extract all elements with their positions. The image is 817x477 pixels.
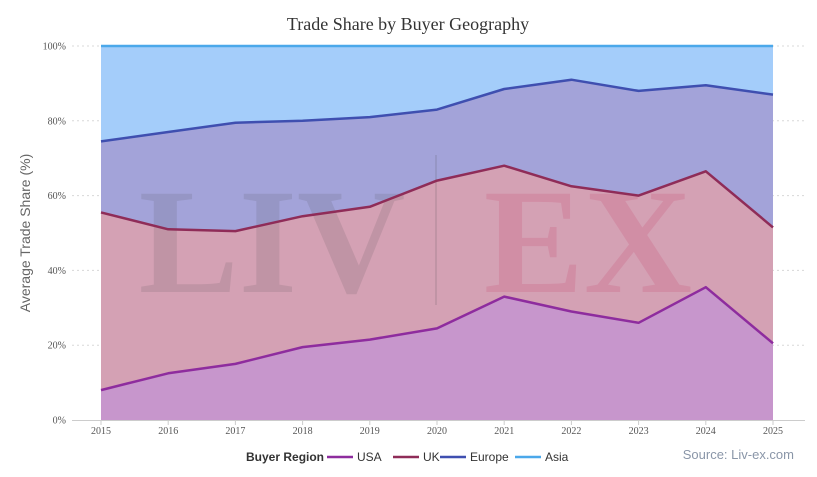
series-lines [100,44,774,392]
y-tick-label: 0% [53,416,66,427]
area-usa [101,287,773,420]
y-axis-title: Average Trade Share (%) [17,154,33,313]
chart-title: Trade Share by Buyer Geography [287,14,529,34]
series-line-uk[interactable] [100,164,774,233]
series-line-europe[interactable] [100,78,774,143]
legend-item-asia[interactable]: Asia [515,450,569,464]
source-note: Source: Liv-ex.com [683,447,794,462]
area-europe [101,79,773,232]
legend-item-europe[interactable]: Europe [440,450,509,464]
watermark-text-left: LIV [139,159,406,325]
legend: Buyer Region USA UK Europe Asia [246,450,569,464]
watermark: LIV EX [139,155,692,325]
watermark-text-right: EX [484,159,692,325]
legend-label: Asia [545,450,569,464]
x-tick-label: 2019 [360,426,380,437]
area-asia [101,46,773,142]
area-fills [101,46,773,420]
area-uk [101,165,773,391]
x-tick-label: 2023 [629,426,649,437]
legend-label: Europe [470,450,509,464]
legend-label: UK [423,450,440,464]
x-tick-label: 2024 [696,426,716,437]
y-tick-label: 80% [48,116,66,127]
y-tick-label: 20% [48,341,66,352]
x-tick-label: 2017 [225,426,245,437]
legend-item-usa[interactable]: USA [327,450,382,464]
y-axis-ticks: 0% 20% 40% 60% 80% 100% [43,42,66,427]
x-tick-label: 2016 [158,426,178,437]
x-tick-label: 2020 [427,426,447,437]
legend-item-uk[interactable]: UK [393,450,440,464]
x-axis-ticks: 2015 2016 2017 2018 2019 2020 2021 2022 2023 2024… [91,420,783,437]
series-line-usa[interactable] [100,285,774,392]
x-tick-label: 2022 [561,426,581,437]
legend-title: Buyer Region [246,450,324,464]
x-tick-label: 2018 [293,426,313,437]
y-tick-label: 60% [48,191,66,202]
legend-label: USA [357,450,382,464]
x-tick-label: 2025 [763,426,783,437]
x-tick-label: 2015 [91,426,111,437]
x-tick-label: 2021 [494,426,514,437]
y-tick-label: 40% [48,266,66,277]
y-tick-label: 100% [43,42,66,53]
